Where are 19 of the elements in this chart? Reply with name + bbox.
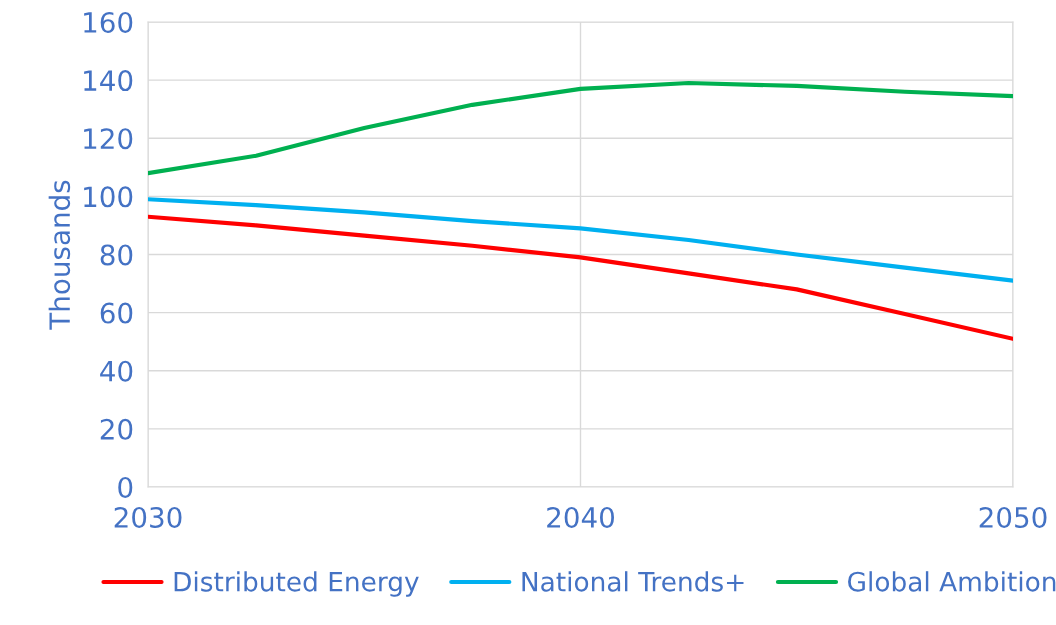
x-tick-label: 2040 [547, 506, 614, 528]
x-tick-label: 2050 [979, 506, 1047, 528]
y-tick-label: 120 [84, 128, 133, 150]
y-tick-label: 0 [118, 476, 133, 498]
legend-label: Distributed Energy [174, 571, 419, 597]
y-tick-label: 160 [84, 11, 133, 33]
line-series [148, 80, 1013, 176]
y-tick-label: 60 [100, 302, 133, 324]
y-tick-label: 140 [84, 70, 133, 92]
line-series [148, 214, 1013, 341]
y-tick-label: 40 [100, 360, 133, 382]
legend-label: National Trends+ [522, 571, 744, 592]
y-tick-label: 20 [100, 418, 133, 440]
x-tick-label: 2030 [114, 506, 182, 528]
legend-label: Global Ambition [848, 571, 1056, 592]
y-tick-label: 80 [100, 244, 133, 266]
y-tick-label: 100 [84, 186, 133, 208]
line-series [148, 197, 1013, 283]
y-axis-title: Thousands [48, 180, 71, 330]
